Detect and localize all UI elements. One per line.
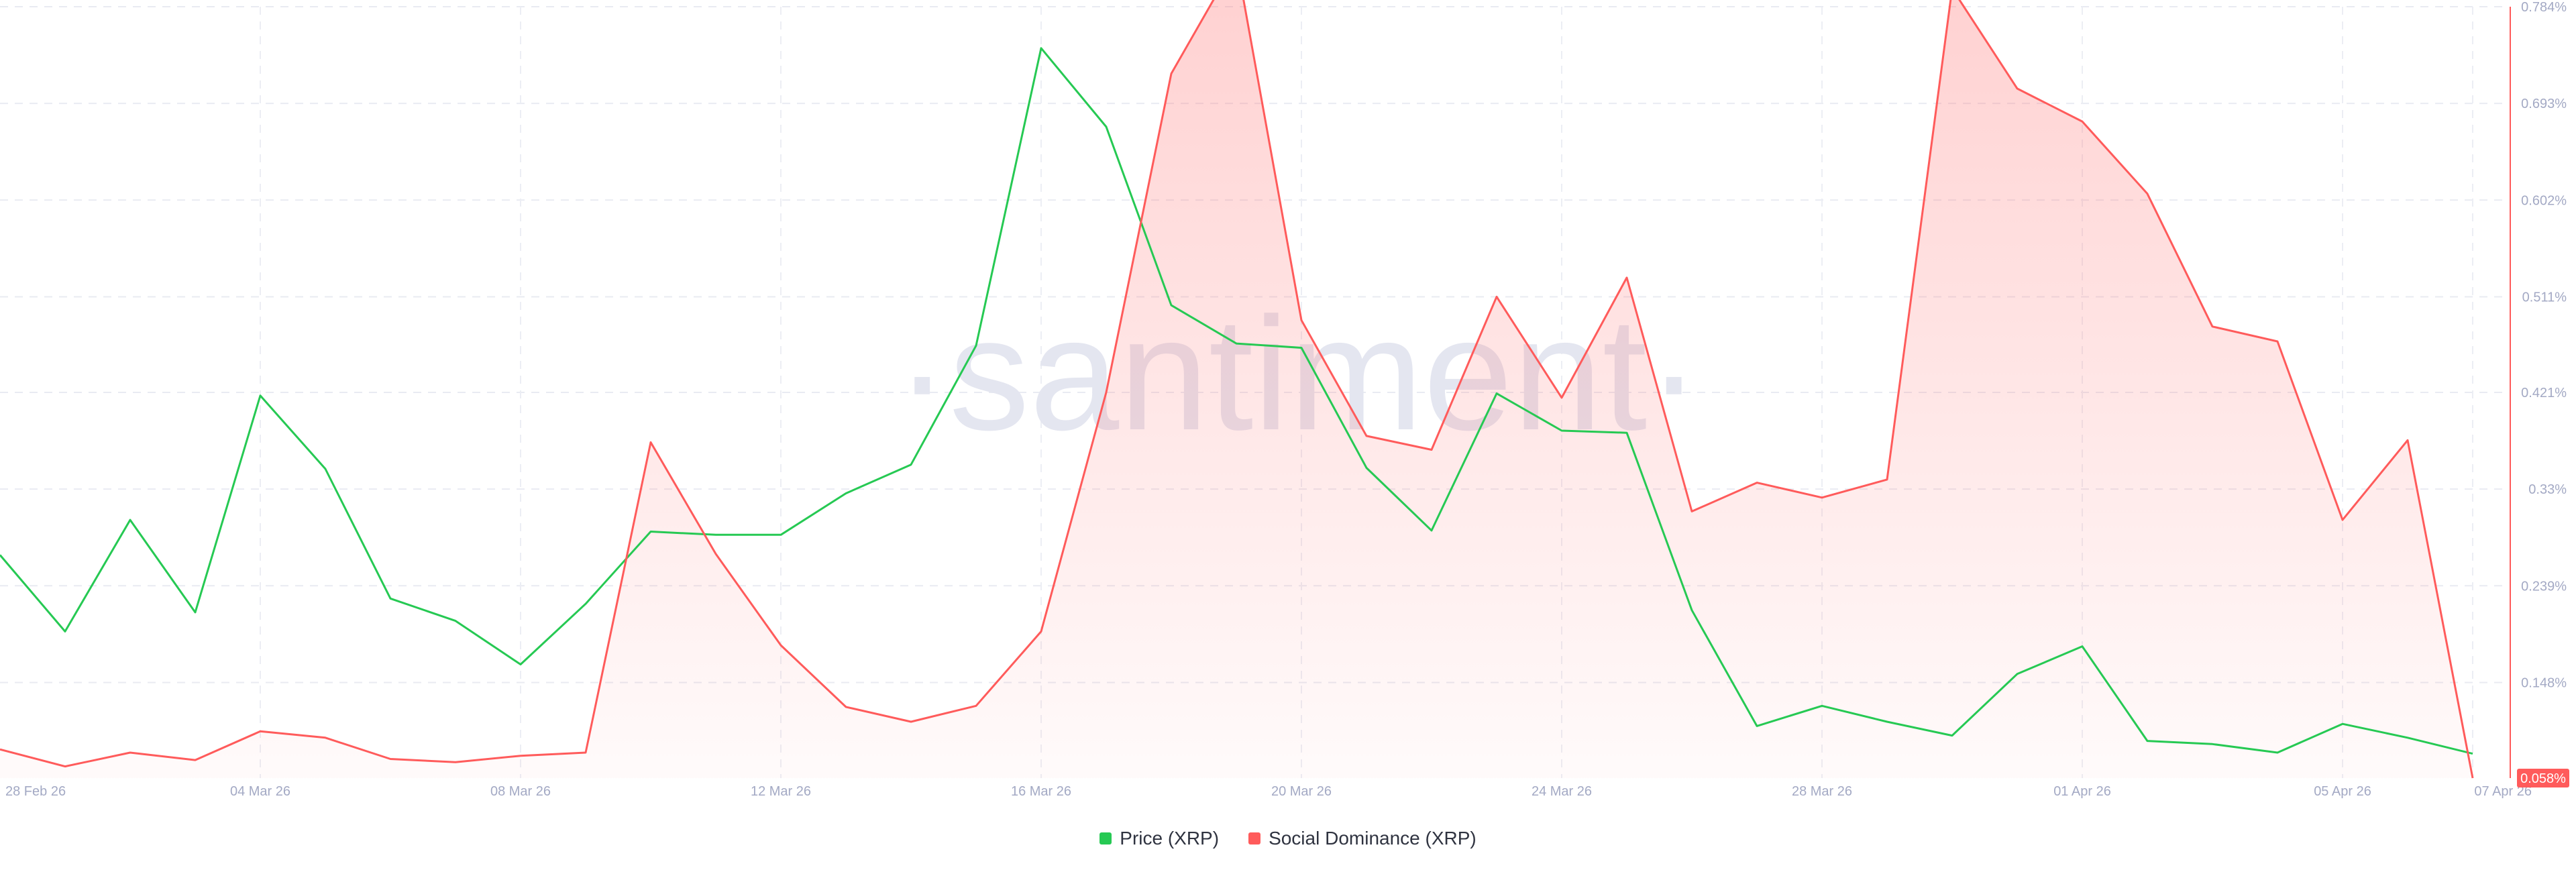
x-tick-label: 24 Mar 26 — [1532, 784, 1592, 799]
series-line-social-dominance-xrp — [0, 0, 2474, 779]
y-tick-label: 0.148% — [2521, 675, 2567, 690]
x-tick-label: 28 Mar 26 — [1792, 784, 1852, 799]
y-tick-label: 0.239% — [2521, 579, 2567, 594]
x-tick-label: 07 Apr 26 — [2474, 784, 2532, 799]
x-tick-label: 04 Mar 26 — [230, 784, 290, 799]
x-tick-label: 16 Mar 26 — [1011, 784, 1071, 799]
y-tick-label: 0.784% — [2521, 0, 2567, 15]
current-value-label: 0.058% — [2520, 771, 2566, 786]
x-tick-label: 05 Apr 26 — [2314, 784, 2371, 799]
current-value-badge — [2517, 769, 2569, 787]
legend-swatch-price — [1099, 832, 1112, 844]
legend-swatch-social-dominance — [1248, 832, 1261, 844]
y-axis-right: 0.784% 0.693% 0.602% 0.511% 0.421% 0.33% 0.239… — [2510, 0, 2569, 787]
x-tick-label: 08 Mar 26 — [490, 784, 551, 799]
x-tick-label: 20 Mar 26 — [1271, 784, 1332, 799]
y-tick-label: 0.602% — [2521, 193, 2567, 208]
legend-item-price[interactable]: Price (XRP) — [1099, 828, 1219, 849]
y-tick-label: 0.33% — [2528, 482, 2567, 497]
legend-label-social-dominance: Social Dominance (XRP) — [1269, 828, 1477, 849]
x-tick-label: 28 Feb 26 — [5, 784, 66, 799]
legend-label-price: Price (XRP) — [1120, 828, 1220, 849]
series-areas — [0, 0, 2473, 778]
legend-item-social-dominance[interactable]: Social Dominance (XRP) — [1248, 828, 1477, 849]
series-line-price-xrp — [0, 47, 2473, 755]
x-tick-label: 12 Mar 26 — [751, 784, 811, 799]
x-tick-label: 01 Apr 26 — [2053, 784, 2111, 799]
series-area-social-dominance-xrp — [0, 0, 2473, 778]
series-lines — [0, 0, 2474, 779]
y-tick-label: 0.693% — [2521, 97, 2567, 111]
legend: Price (XRP) Social Dominance (XRP) — [0, 824, 2576, 853]
x-axis: 28 Feb 26 04 Mar 26 08 Mar 26 12 Mar 26 16 M… — [5, 784, 2532, 799]
y-tick-label: 0.421% — [2521, 386, 2567, 400]
y-tick-label: 0.511% — [2522, 290, 2567, 305]
